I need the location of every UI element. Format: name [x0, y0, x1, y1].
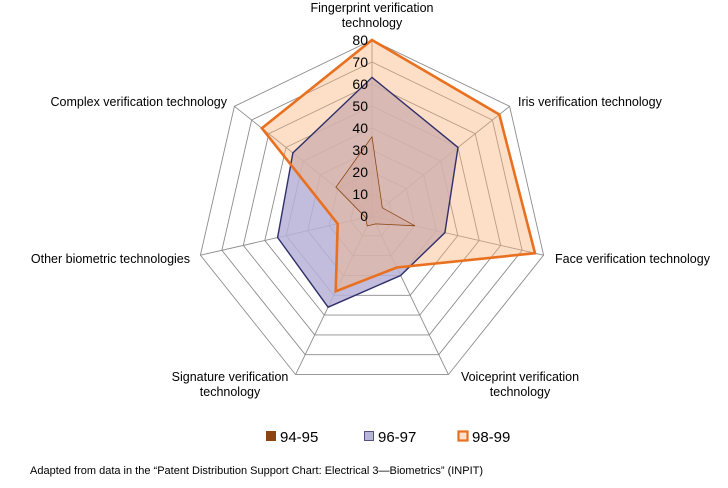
legend-swatch	[457, 430, 469, 442]
axis-label: Voiceprint verification technology	[461, 370, 579, 399]
series-area-96-97	[277, 77, 458, 308]
radial-tick-labels: 0 10 20 30 40 50 60 70 80	[352, 32, 368, 224]
tick-label: 70	[352, 54, 368, 70]
series-line-96-97	[276, 76, 459, 309]
tick-label: 60	[352, 76, 368, 92]
tick-label: 10	[352, 186, 368, 202]
legend-swatch	[364, 431, 374, 441]
grid-ring-70	[221, 61, 523, 356]
tick-label: 40	[352, 120, 368, 136]
legend-label: 96-97	[378, 429, 416, 446]
grid-ring-60	[242, 83, 502, 336]
series-area-98-99	[261, 40, 535, 292]
legend-label: 94-95	[280, 429, 318, 446]
legend: 94-95 96-97 98-99	[266, 429, 510, 446]
legend-label: 98-99	[472, 429, 510, 446]
axis-label: Complex verification technology	[51, 95, 228, 109]
axis-label: Iris verification technology	[518, 95, 663, 109]
source-note: Adapted from data in the “Patent Distrib…	[30, 465, 483, 477]
series-line-98-99	[260, 38, 537, 294]
axis-label: Signature verification technology	[172, 370, 289, 399]
axis-label: Other biometric technologies	[31, 252, 190, 266]
tick-label: 20	[352, 164, 368, 180]
tick-label: 30	[352, 142, 368, 158]
axis-label: Fingerprint verification technology	[311, 1, 434, 30]
legend-swatch	[266, 431, 276, 441]
grid-ring-80	[199, 39, 545, 376]
grid-ring-50	[264, 105, 480, 316]
axis-labels: Fingerprint verification technology Iris v…	[31, 1, 711, 399]
radar-series	[260, 38, 537, 309]
series-line-94-95	[335, 135, 416, 227]
tick-label: 50	[352, 98, 368, 114]
tick-label: 80	[352, 32, 368, 48]
axis-label: Face verification technology	[555, 252, 711, 266]
tick-label: 0	[360, 208, 368, 224]
